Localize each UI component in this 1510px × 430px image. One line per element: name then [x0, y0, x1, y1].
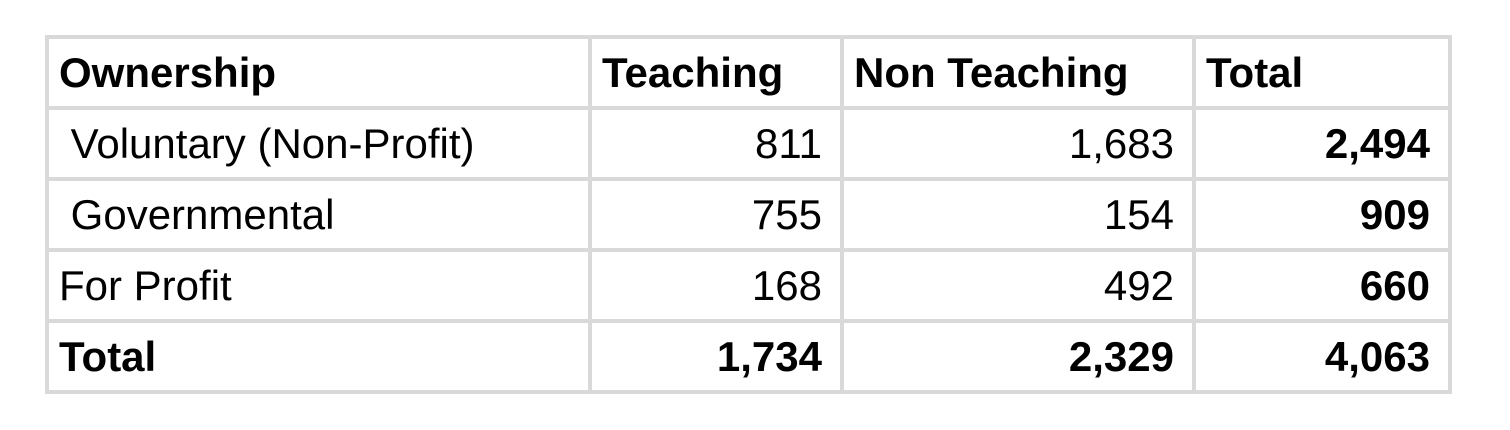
- cell-total-non-teaching: 2,329: [840, 319, 1196, 394]
- table-row-voluntary: Voluntary (Non-Profit) 811 1,683 2,494: [45, 106, 1452, 181]
- header-non-teaching: Non Teaching: [840, 35, 1196, 110]
- header-teaching: Teaching: [588, 35, 844, 110]
- cell-voluntary-teaching: 811: [588, 106, 844, 181]
- header-ownership: Ownership: [45, 35, 592, 110]
- cell-total-total: 4,063: [1192, 319, 1452, 394]
- cell-voluntary-total: 2,494: [1192, 106, 1452, 181]
- header-total: Total: [1192, 35, 1452, 110]
- cell-governmental-non-teaching: 154: [840, 177, 1196, 252]
- table-row-for-profit: For Profit 168 492 660: [45, 248, 1452, 323]
- table-row-total: Total 1,734 2,329 4,063: [45, 319, 1452, 394]
- row-label-total: Total: [45, 319, 592, 394]
- cell-governmental-total: 909: [1192, 177, 1452, 252]
- row-label-governmental: Governmental: [45, 177, 592, 252]
- cell-total-teaching: 1,734: [588, 319, 844, 394]
- table-container: Ownership Teaching Non Teaching Total Vo…: [45, 35, 1452, 394]
- row-label-voluntary: Voluntary (Non-Profit): [45, 106, 592, 181]
- cell-voluntary-non-teaching: 1,683: [840, 106, 1196, 181]
- cell-for-profit-teaching: 168: [588, 248, 844, 323]
- cell-governmental-teaching: 755: [588, 177, 844, 252]
- cell-for-profit-total: 660: [1192, 248, 1452, 323]
- header-row: Ownership Teaching Non Teaching Total: [45, 35, 1452, 110]
- row-label-for-profit: For Profit: [45, 248, 592, 323]
- table-row-governmental: Governmental 755 154 909: [45, 177, 1452, 252]
- cell-for-profit-non-teaching: 492: [840, 248, 1196, 323]
- ownership-table: Ownership Teaching Non Teaching Total Vo…: [45, 35, 1452, 394]
